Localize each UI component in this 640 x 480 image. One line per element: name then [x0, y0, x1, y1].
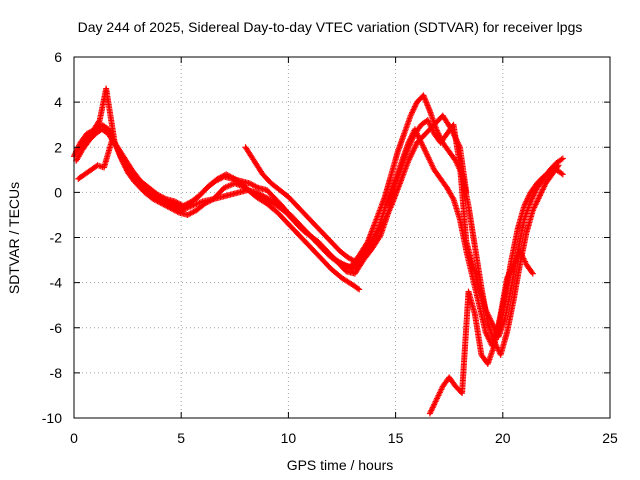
data-point	[558, 170, 565, 177]
data-point	[354, 285, 361, 292]
series-track-6	[426, 248, 536, 417]
x-tick-label: 15	[388, 430, 404, 446]
y-tick-label: 0	[54, 184, 62, 200]
y-tick-label: 2	[54, 139, 62, 155]
y-tick-label: -4	[50, 275, 63, 291]
data-point	[463, 189, 470, 196]
y-tick-label: 4	[54, 94, 62, 110]
data-point	[95, 118, 102, 125]
x-tick-label: 20	[495, 430, 511, 446]
x-tick-label: 10	[281, 430, 297, 446]
x-tick-label: 0	[70, 430, 78, 446]
data-point	[559, 171, 566, 178]
x-tick-label: 25	[602, 430, 618, 446]
y-tick-label: -2	[50, 230, 63, 246]
y-tick-label: -6	[50, 320, 63, 336]
chart-title: Day 244 of 2025, Sidereal Day-to-day VTE…	[78, 19, 583, 35]
data-point	[559, 155, 566, 162]
series-track-5	[242, 112, 470, 266]
y-tick-label: -8	[50, 365, 63, 381]
y-axis-ticks: -10 -8 -6 -4 -2 0 2 4 6	[42, 49, 610, 426]
y-tick-label: -10	[42, 410, 62, 426]
series-track-2	[73, 126, 566, 349]
x-axis-ticks: 0 5 10 15 20 25	[70, 57, 618, 446]
data-point	[528, 269, 535, 276]
x-axis-label: GPS time / hours	[287, 457, 394, 473]
y-axis-label: SDTVAR / TECUs	[6, 182, 22, 294]
data-point	[558, 156, 565, 163]
y-tick-label: 6	[54, 49, 62, 65]
x-tick-label: 5	[177, 430, 185, 446]
data-points	[71, 85, 566, 417]
series-track-4	[73, 85, 566, 340]
data-point	[529, 270, 536, 277]
grid-lines	[74, 57, 610, 418]
data-point	[356, 286, 363, 293]
